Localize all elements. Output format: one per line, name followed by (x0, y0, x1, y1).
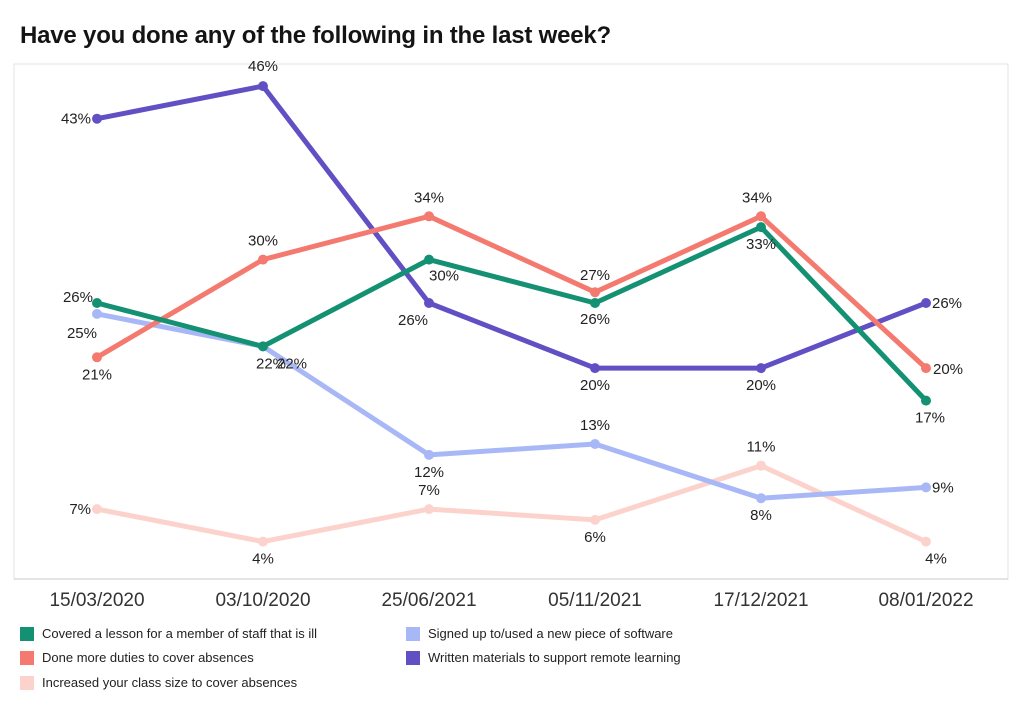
data-point[interactable] (424, 211, 434, 222)
data-label: 26% (398, 312, 428, 329)
data-point[interactable] (258, 341, 268, 352)
legend: Covered a lesson for a member of staff t… (20, 626, 1020, 716)
data-point[interactable] (590, 514, 600, 525)
series-line (94, 224, 929, 404)
series-increased-your-class-size-to-cover-absences (92, 460, 931, 547)
data-point[interactable] (424, 449, 434, 460)
series-line (94, 463, 929, 545)
legend-swatch (406, 650, 420, 665)
data-point[interactable] (756, 211, 766, 222)
data-label: 13% (580, 417, 610, 434)
data-label: 21% (82, 366, 112, 383)
data-label: 8% (750, 507, 772, 524)
data-label: 9% (932, 479, 954, 496)
legend-item-remote-learning[interactable]: Written materials to support remote lear… (406, 650, 681, 665)
data-label: 22% (256, 355, 286, 372)
data-label: 30% (248, 233, 278, 250)
data-point[interactable] (590, 287, 600, 298)
data-point[interactable] (921, 536, 931, 547)
data-point[interactable] (424, 504, 434, 515)
data-point[interactable] (921, 298, 931, 308)
data-label: 33% (746, 236, 776, 253)
data-point[interactable] (258, 81, 268, 92)
data-label: 20% (580, 377, 610, 394)
data-label: 25% (67, 325, 97, 342)
series-done-more-duties-to-cover-absences (92, 211, 931, 374)
data-label: 34% (414, 189, 444, 206)
legend-label: Done more duties to cover absences (42, 650, 254, 665)
data-label: 46% (248, 58, 278, 75)
series-line (94, 311, 929, 501)
data-label: 11% (747, 439, 776, 456)
data-point[interactable] (590, 439, 600, 449)
data-point[interactable] (92, 298, 102, 308)
x-tick-label: 25/06/2021 (381, 590, 476, 611)
series-line (94, 83, 929, 371)
data-label: 6% (584, 529, 606, 546)
legend-item-covered-lesson[interactable]: Covered a lesson for a member of staff t… (20, 626, 317, 641)
data-point[interactable] (92, 113, 102, 124)
data-label: 4% (252, 551, 274, 568)
legend-swatch (20, 675, 34, 690)
data-label: 30% (429, 268, 459, 285)
legend-item-class-size[interactable]: Increased your class size to cover absen… (20, 675, 297, 690)
x-tick-label: 17/12/2021 (713, 590, 808, 611)
data-label: 34% (742, 189, 772, 206)
data-point[interactable] (92, 352, 102, 363)
series-line (94, 213, 929, 371)
data-label: 27% (580, 267, 610, 284)
series-covered-a-lesson-for-a-member-of-staff-that-is-ill (92, 222, 931, 406)
data-point[interactable] (424, 254, 434, 265)
data-label: 7% (69, 501, 91, 518)
x-tick-label: 08/01/2022 (878, 590, 973, 611)
legend-label: Increased your class size to cover absen… (42, 675, 298, 690)
data-label: 12% (414, 464, 444, 481)
legend-swatch (406, 626, 420, 641)
legend-swatch (20, 650, 34, 665)
data-point[interactable] (258, 536, 268, 547)
legend-item-more-duties[interactable]: Done more duties to cover absences (20, 650, 254, 665)
data-point[interactable] (92, 504, 102, 515)
data-label: 22% (277, 355, 307, 372)
series-signed-up-to-used-a-new-piece-of-software (92, 308, 931, 504)
data-point[interactable] (921, 363, 931, 374)
data-point[interactable] (921, 482, 931, 493)
legend-label: Covered a lesson for a member of staff t… (42, 626, 318, 641)
data-label: 20% (933, 361, 963, 378)
line-chart: 15/03/2020 03/10/2020 25/06/2021 05/11/2021… (13, 58, 1009, 611)
data-point[interactable] (590, 363, 600, 374)
data-point[interactable] (756, 493, 766, 504)
series-written-materials-to-support-remote-learning (92, 81, 931, 374)
data-label: 43% (61, 111, 91, 128)
data-label: 26% (932, 295, 962, 312)
data-label: 26% (63, 289, 93, 306)
data-point[interactable] (424, 298, 434, 308)
data-label: 17% (915, 410, 945, 427)
data-point[interactable] (756, 460, 766, 471)
legend-item-new-software[interactable]: Signed up to/used a new piece of softwar… (406, 626, 673, 641)
data-point[interactable] (756, 363, 766, 374)
data-point[interactable] (921, 395, 931, 406)
x-tick-label: 05/11/2021 (548, 590, 642, 611)
data-label: 7% (418, 482, 440, 499)
legend-label: Written materials to support remote lear… (428, 650, 681, 665)
data-point[interactable] (258, 254, 268, 265)
data-point[interactable] (756, 222, 766, 233)
data-point[interactable] (590, 298, 600, 308)
data-label: 4% (925, 551, 947, 568)
data-label: 26% (580, 311, 610, 328)
x-tick-label: 15/03/2020 (49, 590, 144, 611)
chart-title: Have you done any of the following in th… (20, 22, 612, 49)
data-label: 20% (746, 377, 776, 394)
legend-label: Signed up to/used a new piece of softwar… (428, 626, 673, 641)
x-tick-label: 03/10/2020 (215, 590, 310, 611)
legend-swatch (20, 626, 34, 641)
data-point[interactable] (92, 308, 102, 319)
